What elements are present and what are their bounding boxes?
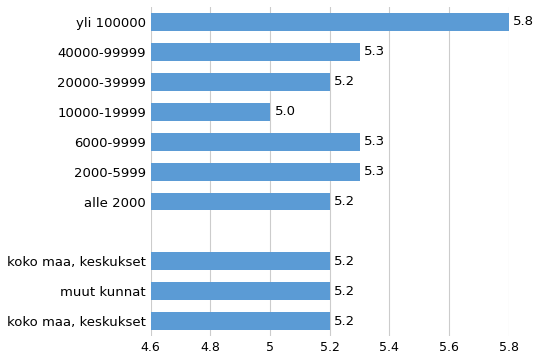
Text: 5.2: 5.2 [334,75,356,88]
Text: 5.2: 5.2 [334,195,356,208]
Bar [151,162,359,180]
Bar [151,312,330,330]
Text: 5.3: 5.3 [364,135,385,148]
Bar [151,192,330,210]
Bar [151,103,270,121]
Bar [151,73,330,91]
Bar [151,252,330,270]
Text: 5.3: 5.3 [364,165,385,178]
Text: 5.3: 5.3 [364,45,385,58]
Bar [151,13,509,31]
Bar [151,282,330,300]
Text: 5.2: 5.2 [334,315,356,328]
Text: 5.2: 5.2 [334,255,356,268]
Text: 5.8: 5.8 [513,16,534,29]
Bar [151,43,359,61]
Bar [151,132,359,151]
Text: 5.0: 5.0 [275,105,295,118]
Text: 5.2: 5.2 [334,285,356,298]
